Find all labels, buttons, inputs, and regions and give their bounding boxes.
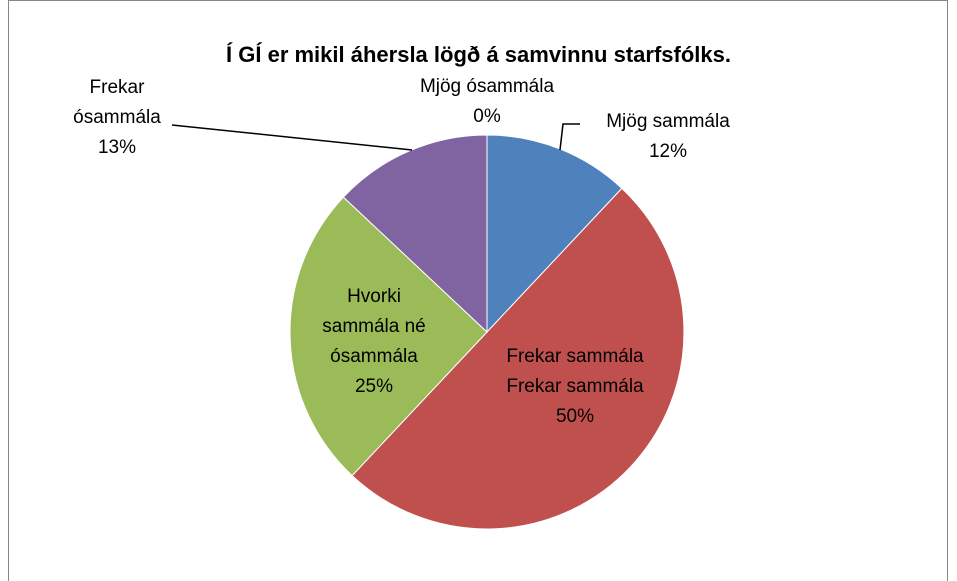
- value-label: 50%: [555, 406, 595, 427]
- data-label: Frekar ósammála 13%: [62, 73, 172, 163]
- leader-line: [171, 124, 413, 151]
- pie-slice: [351, 187, 685, 530]
- value-label: 13%: [97, 137, 137, 158]
- category-label: Frekar sammála: [506, 376, 644, 397]
- data-label: Hvorki sammála né ósammála 25%: [312, 282, 437, 402]
- data-label: Frekar sammála Frekar sammála 50%: [465, 342, 685, 432]
- pie-slice: [342, 134, 488, 334]
- category-label: Frekar ósammála: [73, 77, 161, 128]
- chart-title: Í GÍ er mikil áhersla lögð á samvinnu st…: [226, 42, 731, 67]
- category-label: Mjög ósammála: [419, 76, 555, 97]
- category-label: Mjög sammála: [606, 111, 730, 132]
- value-label: 0%: [473, 106, 501, 127]
- category-label: Hvorki sammála né ósammála: [322, 286, 426, 367]
- value-label: 12%: [648, 141, 688, 162]
- leader-line: [559, 123, 580, 151]
- pie-slice: [289, 196, 488, 477]
- data-label: Mjög sammála 12%: [568, 107, 768, 167]
- data-label: Mjög ósammála 0%: [377, 72, 597, 132]
- value-label: 25%: [354, 376, 394, 397]
- category-label: Frekar sammála: [506, 346, 644, 367]
